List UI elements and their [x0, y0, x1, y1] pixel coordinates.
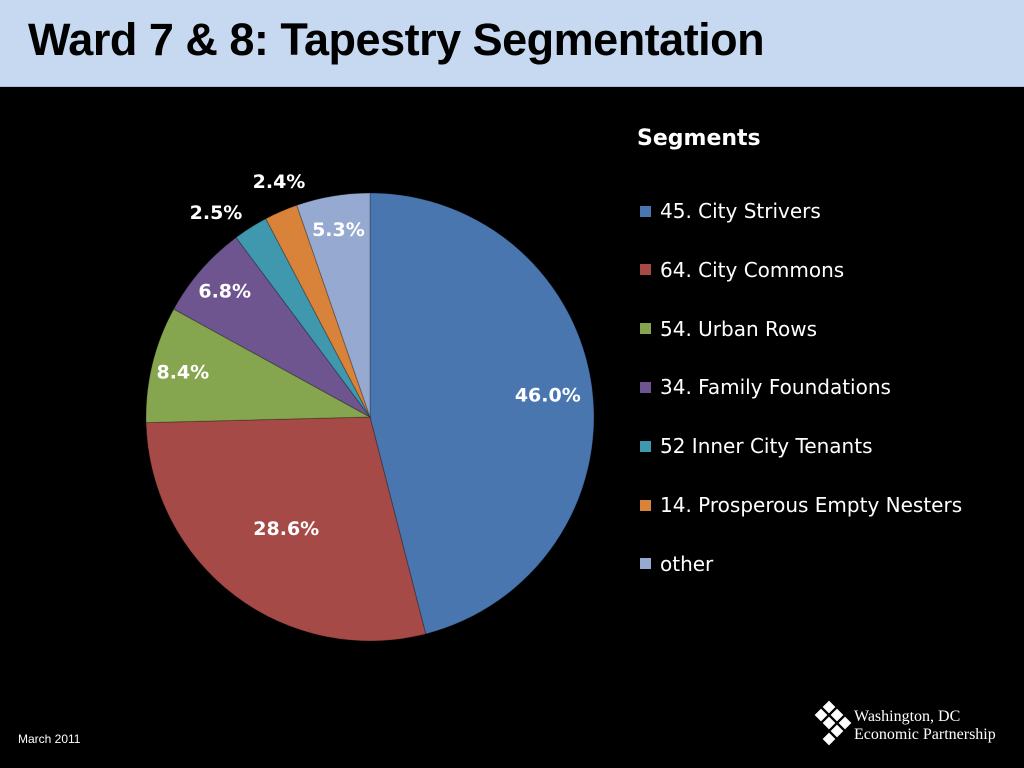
legend-label: 52 Inner City Tenants	[660, 434, 873, 459]
pie-slice	[173, 236, 371, 418]
footer-date: March 2011	[18, 732, 81, 746]
legend-label: 34. Family Foundations	[660, 375, 891, 400]
legend-title: Segments	[637, 126, 761, 151]
pie-slice	[145, 308, 372, 424]
legend-label: 45. City Strivers	[660, 199, 821, 223]
legend-swatch	[640, 381, 651, 393]
logo-line2: Economic Partnership	[854, 726, 996, 743]
legend-swatch	[640, 323, 651, 335]
legend-item: other	[640, 551, 713, 577]
pie-chart: 46.0% 28.6% 8.4% 6.8% 2.5% 2.4% 5.3%	[145, 171, 595, 642]
data-label: 8.4%	[156, 361, 209, 383]
diamond-cluster-icon	[813, 700, 852, 747]
data-label: 5.3%	[312, 219, 365, 241]
title-bar: Ward 7 & 8: Tapestry Segmentation	[0, 0, 1024, 87]
legend-label: 14. Prosperous Empty Nesters	[660, 493, 963, 517]
data-label: 28.6%	[253, 518, 319, 540]
pie-slice	[235, 218, 371, 418]
legend-item: 54. Urban Rows	[640, 316, 817, 342]
slide-title: Ward 7 & 8: Tapestry Segmentation	[28, 14, 765, 65]
data-label: 2.4%	[253, 171, 306, 193]
legend-label: 64. City Commons	[660, 257, 845, 282]
legend-swatch	[640, 440, 651, 452]
data-label: 6.8%	[198, 281, 251, 303]
legend-swatch	[640, 499, 651, 511]
legend-item: 52 Inner City Tenants	[640, 433, 873, 459]
legend-item: 34. Family Foundations	[640, 374, 891, 400]
legend-swatch	[640, 205, 651, 217]
legend-label: 54. Urban Rows	[660, 316, 818, 341]
legend-item: 14. Prosperous Empty Nesters	[640, 492, 962, 518]
legend-swatch	[640, 264, 651, 276]
data-label: 46.0%	[515, 385, 581, 407]
legend-label: other	[660, 551, 714, 576]
legend-swatch	[640, 558, 651, 570]
pie-slice	[265, 204, 371, 418]
legend-item: 45. City Strivers	[640, 198, 821, 224]
legend-item: 64. City Commons	[640, 257, 844, 283]
pie-slice	[296, 192, 371, 418]
data-label: 2.5%	[190, 202, 243, 224]
pie-slice	[145, 416, 427, 642]
logo: Washington, DC Economic Partnership	[808, 700, 1008, 750]
pie-slice	[369, 192, 595, 635]
logo-line1: Washington, DC	[854, 708, 961, 725]
